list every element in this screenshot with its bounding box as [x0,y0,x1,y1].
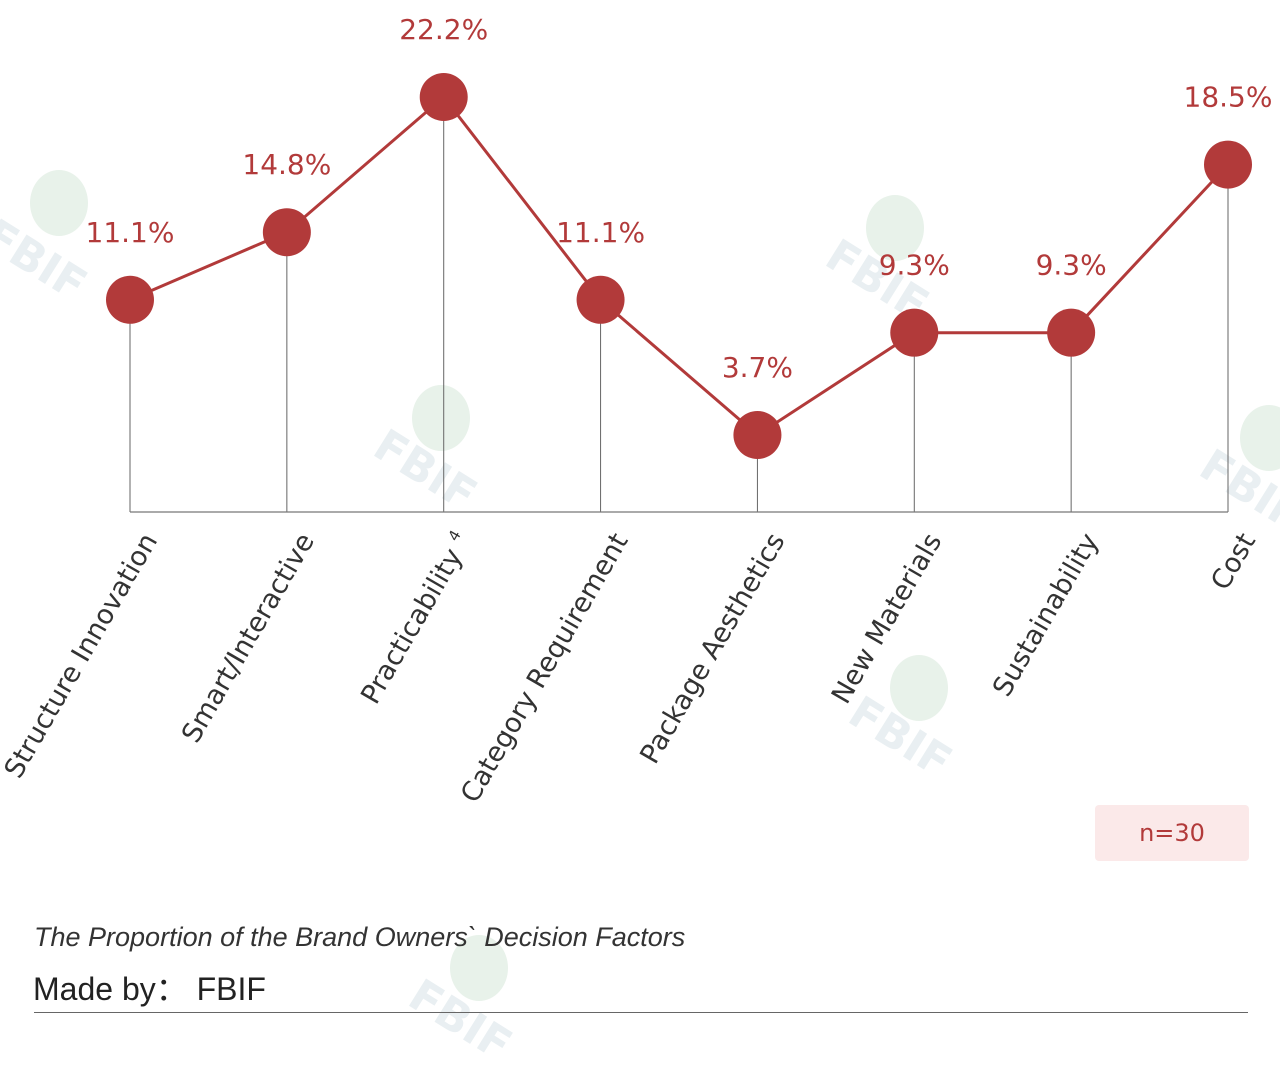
x-tick-label: Structure Innovation [0,528,164,784]
data-point [1047,308,1096,357]
x-tick-label: Category Requirement [455,528,635,808]
x-tick-label: Smart/Interactive [176,528,321,748]
data-point [1204,140,1252,189]
data-point [419,73,468,121]
sample-size-badge: n=30 [1095,805,1249,861]
data-point [262,208,311,257]
data-point [890,308,939,357]
bottom-divider [34,1012,1248,1013]
data-label: 11.1% [86,216,175,249]
drop-lines [129,97,1229,512]
footnote-marker: 4 [444,527,464,544]
line-chart: 11.1% 14.8% 22.2% 11.1% 3.7% 9.3% 9.3% 18.5% St… [0,13,1273,808]
x-tick-label: Sustainability [987,528,1105,702]
data-label: 9.3% [879,249,950,282]
data-label: 14.8% [242,148,331,181]
x-tick-label: New Materials [826,528,948,709]
data-point [576,275,625,324]
x-tick-label: Practicability4 [353,527,477,709]
x-tick-labels: Structure Innovation Smart/Interactive Pra… [0,527,1262,808]
data-labels: 11.1% 14.8% 22.2% 11.1% 3.7% 9.3% 9.3% 18.5% [86,13,1273,384]
x-tick-label: Package Aesthetics [634,528,791,769]
data-label: 11.1% [556,216,645,249]
made-by-credit: Made by： FBIF [33,971,266,1007]
data-label: 3.7% [722,351,793,384]
data-label: 22.2% [399,13,488,46]
chart-caption: The Proportion of the Brand Owners` Deci… [34,922,686,952]
series-line [129,94,1230,437]
data-point [106,275,154,324]
data-points [106,73,1252,459]
data-label: 9.3% [1036,249,1107,282]
data-point [733,411,782,459]
x-tick-label: Cost [1205,528,1262,595]
data-label: 18.5% [1184,81,1273,114]
